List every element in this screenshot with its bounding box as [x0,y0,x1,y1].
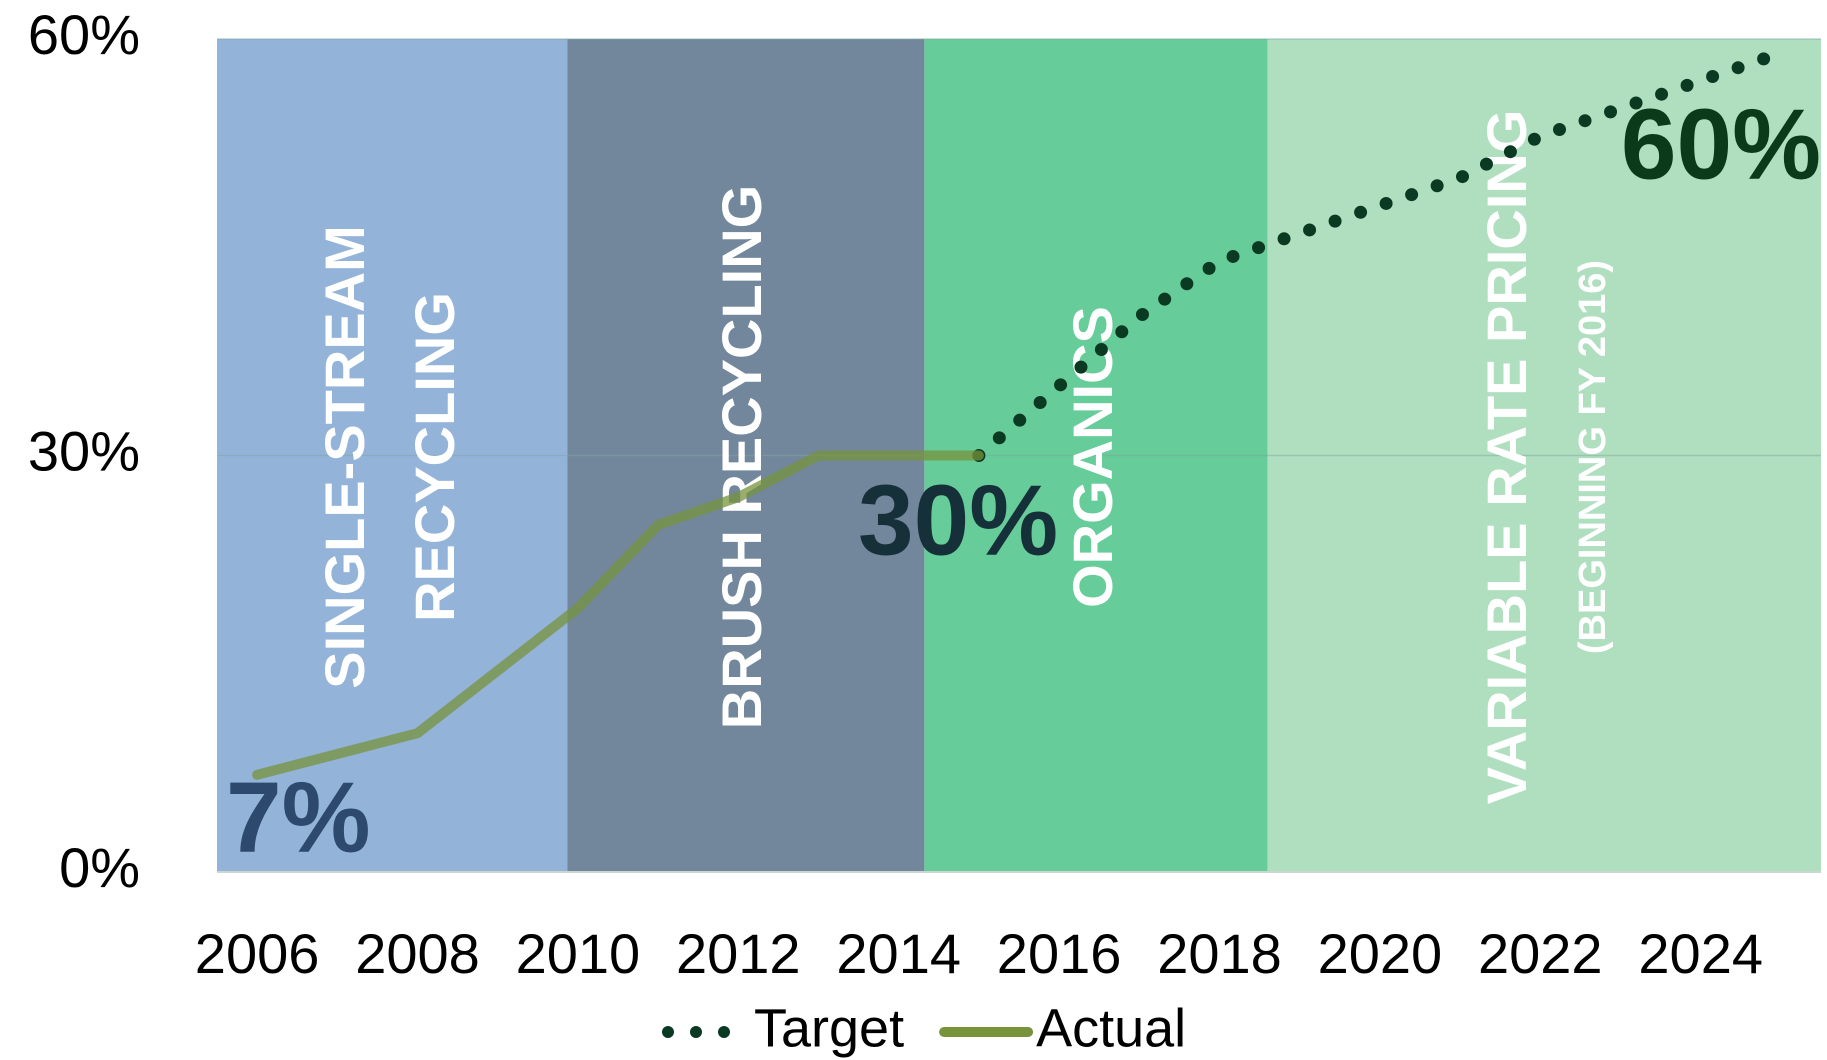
legend-label: Target [754,998,904,1058]
y-tick-label: 0% [59,836,140,899]
band-label: (BEGINNING FY 2016) [1572,260,1614,654]
annotation: 30% [858,464,1058,576]
annotation: 60% [1621,88,1821,200]
x-tick-label: 2022 [1478,922,1603,985]
x-tick-label: 2012 [676,922,801,985]
y-tick-label: 30% [28,419,140,482]
band-label: BRUSH RECYCLING [710,185,773,729]
x-tick-label: 2010 [516,922,641,985]
band-label: RECYCLING [403,292,466,622]
annotation: 7% [226,761,371,873]
series-line [252,450,984,780]
x-tick-label: 2008 [355,922,480,985]
x-tick-label: 2014 [836,922,961,985]
x-tick-label: 2016 [997,922,1122,985]
x-tick-label: 2006 [195,922,320,985]
band-label: ORGANICS [1061,306,1124,608]
x-tick-label: 2024 [1638,922,1763,985]
x-tick-label: 2018 [1157,922,1282,985]
x-tick-label: 2020 [1318,922,1443,985]
band-label: VARIABLE RATE PRICING [1475,110,1538,805]
band-label: SINGLE-STREAM [313,225,376,689]
y-tick-label: 60% [28,3,140,66]
legend-label: Actual [1036,998,1186,1058]
